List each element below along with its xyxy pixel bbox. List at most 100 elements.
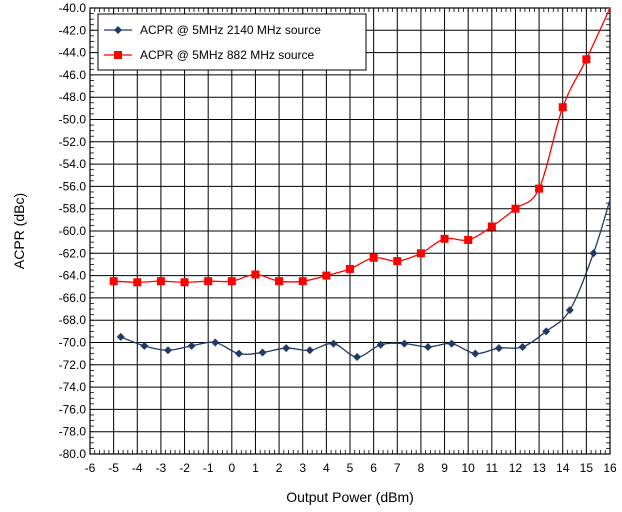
y-tick-label: -44.0 xyxy=(59,46,87,60)
x-tick-label: 0 xyxy=(228,461,235,475)
y-tick-label: -64.0 xyxy=(59,269,87,283)
series-0-point xyxy=(234,349,243,358)
series-0-point xyxy=(471,349,480,358)
series-1-point xyxy=(535,184,544,193)
series-0-point xyxy=(589,249,598,258)
y-tick-label: -46.0 xyxy=(59,68,87,82)
x-tick-label: 10 xyxy=(462,461,476,475)
y-tick-label: -76.0 xyxy=(59,402,87,416)
legend-box xyxy=(97,13,367,71)
series-0-point xyxy=(282,344,291,353)
x-tick-label: 16 xyxy=(603,461,617,475)
x-tick-label: 8 xyxy=(418,461,425,475)
y-tick-label: -80.0 xyxy=(59,447,87,461)
series-0-point xyxy=(494,344,503,353)
series-1-point xyxy=(440,234,449,243)
minor-ticks xyxy=(90,8,610,454)
x-tick-label: 3 xyxy=(299,461,306,475)
series-0-point xyxy=(424,342,432,351)
x-tick-label: -1 xyxy=(203,461,214,475)
legend: ACPR @ 5MHz 2140 MHz source ACPR @ 5MHz … xyxy=(97,13,367,71)
x-tick-label: 4 xyxy=(323,461,330,475)
y-tick-label: -68.0 xyxy=(59,313,87,327)
legend-marker-diamond-icon xyxy=(114,26,122,34)
x-tick-label: -2 xyxy=(179,461,190,475)
series-1-point xyxy=(275,277,284,286)
y-tick-label: -70.0 xyxy=(59,336,87,350)
y-tick-label: -60.0 xyxy=(59,224,87,238)
y-tick-label: -56.0 xyxy=(59,179,87,193)
series-0-point xyxy=(211,338,220,347)
y-tick-label: -72.0 xyxy=(59,358,87,372)
series-1-point xyxy=(464,235,473,244)
series-1-point xyxy=(156,277,165,286)
y-tick-label: -48.0 xyxy=(59,90,87,104)
y-tick-label: -52.0 xyxy=(59,135,87,149)
series-0-point xyxy=(305,346,314,355)
series-1-point xyxy=(346,264,354,273)
series-1-point xyxy=(133,278,142,287)
y-tick-label: -40.0 xyxy=(59,1,87,15)
series-0-point xyxy=(187,341,196,350)
x-tick-label: 12 xyxy=(509,461,523,475)
y-tick-label: -42.0 xyxy=(59,23,87,37)
x-tick-label: 2 xyxy=(276,461,283,475)
series-1-point xyxy=(227,277,236,286)
series-0-point xyxy=(116,332,125,341)
series-1-point xyxy=(298,277,307,286)
x-tick-label: 7 xyxy=(394,461,401,475)
x-tick-label: 1 xyxy=(252,461,259,475)
x-tick-labels: -6 -5 -4 -3 -2 -1 0 1 2 3 4 5 6 7 8 9 10 11 12 13 14 15 16 xyxy=(85,461,617,475)
x-axis-label: Output Power (dBm) xyxy=(286,489,414,505)
x-tick-label: 15 xyxy=(580,461,594,475)
x-tick-label: 13 xyxy=(532,461,546,475)
series-1-point xyxy=(511,204,520,213)
series-1-point xyxy=(369,253,378,262)
x-tick-label: -4 xyxy=(132,461,143,475)
y-tick-label: -62.0 xyxy=(59,246,87,260)
x-tick-label: -5 xyxy=(108,461,119,475)
series-0-point xyxy=(353,352,362,361)
x-tick-label: 6 xyxy=(370,461,377,475)
series-1-point xyxy=(251,270,260,279)
series-1-point xyxy=(322,271,331,280)
x-tick-label: -3 xyxy=(156,461,167,475)
series-0-point xyxy=(565,306,574,315)
plot-frame xyxy=(89,7,611,455)
series-layer xyxy=(109,7,611,361)
y-tick-label: -66.0 xyxy=(59,291,87,305)
series-line-0 xyxy=(120,199,611,358)
grid-lines xyxy=(89,7,611,455)
x-tick-label: -6 xyxy=(85,461,96,475)
y-axis-label: ACPR (dBc) xyxy=(11,193,27,269)
y-tick-label: -74.0 xyxy=(59,380,87,394)
y-tick-label: -58.0 xyxy=(59,202,87,216)
y-tick-label: -50.0 xyxy=(59,113,87,127)
series-1-point xyxy=(393,257,402,266)
series-1-point xyxy=(180,278,189,287)
legend-marker-square-icon xyxy=(114,51,122,59)
series-0-point xyxy=(329,339,338,348)
x-tick-label: 5 xyxy=(347,461,354,475)
legend-label-882: ACPR @ 5MHz 882 MHz source xyxy=(140,48,315,62)
x-tick-label: 14 xyxy=(556,461,570,475)
series-0-point xyxy=(376,340,385,349)
y-tick-labels: -40.0 -42.0 -44.0 -46.0 -48.0 -50.0 -52.0 -54.0… xyxy=(59,1,87,461)
series-1-point xyxy=(487,222,496,231)
series-0-point xyxy=(400,339,409,348)
series-1-point xyxy=(416,249,425,258)
series-1-point xyxy=(582,55,591,64)
x-tick-label: 9 xyxy=(441,461,448,475)
series-0-point xyxy=(140,341,149,350)
series-1-point xyxy=(204,277,213,286)
legend-label-2140: ACPR @ 5MHz 2140 MHz source xyxy=(140,23,321,37)
series-1-point xyxy=(109,277,118,286)
y-tick-label: -78.0 xyxy=(59,425,87,439)
series-0-point xyxy=(258,348,267,357)
series-0-point xyxy=(164,346,172,355)
y-tick-label: -54.0 xyxy=(59,157,87,171)
series-line-1 xyxy=(113,7,611,283)
x-tick-label: 11 xyxy=(486,461,499,475)
series-0-point xyxy=(542,327,551,336)
